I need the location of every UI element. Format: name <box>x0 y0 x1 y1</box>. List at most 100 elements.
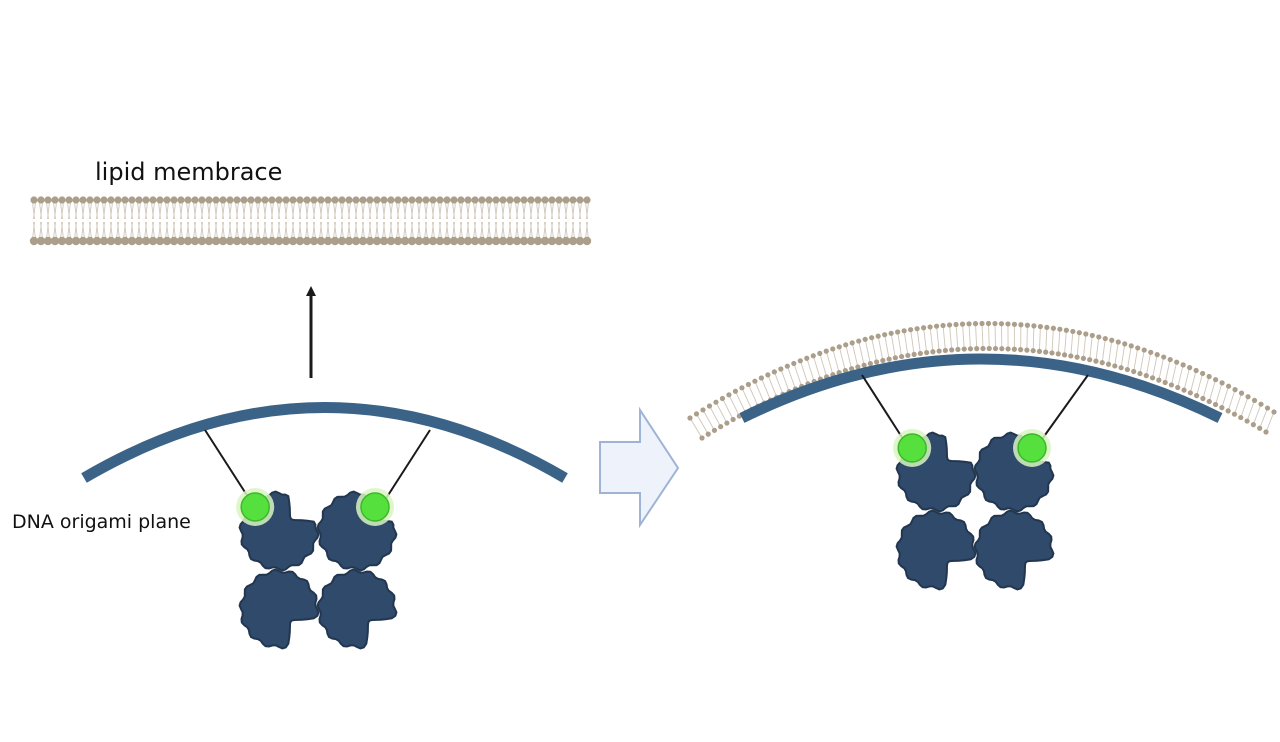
lipid-head <box>218 236 228 246</box>
lipid-head <box>1225 383 1232 389</box>
lipid-head <box>316 236 326 246</box>
lipid-head <box>519 236 529 246</box>
lipid-head <box>50 236 60 246</box>
lipid-head <box>57 236 67 246</box>
lipid-tail <box>103 201 106 220</box>
lipid-head <box>823 348 829 354</box>
lipid-head <box>1213 377 1219 383</box>
lipid-head <box>1200 395 1206 402</box>
lipid-head <box>1115 339 1121 345</box>
lipid-head <box>191 196 199 204</box>
lipid-head <box>226 196 234 204</box>
lipid-head <box>477 236 487 246</box>
lipid-tail <box>355 221 358 240</box>
lipid-head <box>856 338 862 344</box>
lipid-tail <box>481 221 484 240</box>
lipid-tail <box>257 221 260 240</box>
lipid-head <box>730 416 736 423</box>
lipid-tail <box>341 201 344 220</box>
lipid-head <box>303 196 311 204</box>
lipid-tail <box>530 221 533 240</box>
lipid-head <box>30 196 38 204</box>
lipid-head <box>205 196 213 204</box>
lipid-head <box>582 236 592 246</box>
lipid-head <box>1135 345 1141 351</box>
lipid-tail <box>369 201 372 220</box>
lipid-tail <box>544 201 547 220</box>
lipid-head <box>37 196 45 204</box>
lipid-head <box>457 196 465 204</box>
lipid-tail <box>488 201 491 220</box>
origami-plane-bound <box>739 353 1223 423</box>
lipid-head <box>986 345 992 352</box>
lipid-head <box>512 236 522 246</box>
lipid-tail <box>565 201 568 220</box>
lipid-head <box>569 196 577 204</box>
lipid-head <box>1162 379 1168 386</box>
lipid-head <box>295 236 305 246</box>
lipid-head <box>882 332 888 338</box>
lipid-tail <box>362 221 365 240</box>
lipid-head <box>121 196 129 204</box>
lipid-head <box>71 236 81 246</box>
lipid-head <box>128 196 136 204</box>
lipid-head <box>1124 366 1130 373</box>
lipid-tail <box>320 221 323 240</box>
lipid-head <box>79 196 87 204</box>
lipid-head <box>478 196 486 204</box>
protein-subunit <box>316 568 398 650</box>
lipid-head <box>927 324 933 330</box>
lipid-tail <box>285 201 288 220</box>
lipid-tail <box>243 201 246 220</box>
lipid-tail <box>439 201 442 220</box>
lipid-head <box>726 392 732 398</box>
lipid-tail <box>432 221 435 240</box>
lipid-head <box>924 349 930 356</box>
lipid-head <box>331 196 339 204</box>
lipid-head <box>1118 365 1124 371</box>
lipid-tail <box>453 221 456 240</box>
lipid-head <box>843 342 849 348</box>
tether-left-2 <box>384 429 431 501</box>
lipid-head <box>212 196 220 204</box>
lipid-head <box>120 236 130 246</box>
lipid-head <box>1044 324 1050 330</box>
lipid-head <box>177 196 185 204</box>
lipid-head <box>901 328 907 334</box>
lipid-tail <box>61 201 64 220</box>
lipid-tail <box>47 221 50 240</box>
lipid-head <box>408 196 416 204</box>
lipid-tail <box>523 201 526 220</box>
lipid-tail <box>250 221 253 240</box>
lipid-tail <box>579 221 582 240</box>
lipid-head <box>442 236 452 246</box>
lipid-head <box>127 236 137 246</box>
lipid-tail <box>257 201 260 220</box>
fluorophore <box>897 433 927 463</box>
lipid-head <box>693 411 700 417</box>
lipid-head <box>1055 351 1061 357</box>
lipid-head <box>386 236 396 246</box>
lipid-tail <box>138 221 141 240</box>
lipid-head <box>862 336 868 342</box>
lipid-head <box>1089 332 1095 339</box>
lipid-head <box>198 196 206 204</box>
lipid-tail <box>215 201 218 220</box>
tether-right-1 <box>861 374 906 443</box>
lipid-head <box>379 236 389 246</box>
lipid-head <box>1109 337 1115 343</box>
lipid-head <box>317 196 325 204</box>
lipid-head <box>561 236 571 246</box>
lipid-head <box>1238 414 1244 421</box>
lipid-tail <box>467 201 470 220</box>
lipid-head <box>393 236 403 246</box>
lipid-head <box>1194 393 1200 399</box>
lipid-tail <box>376 201 379 220</box>
lipid-head <box>888 330 894 336</box>
lipid-head <box>149 196 157 204</box>
lipid-tail <box>439 221 442 240</box>
lipid-head <box>429 196 437 204</box>
lipid-head <box>784 363 790 369</box>
lipid-head <box>1070 328 1076 335</box>
lipid-head <box>176 236 186 246</box>
